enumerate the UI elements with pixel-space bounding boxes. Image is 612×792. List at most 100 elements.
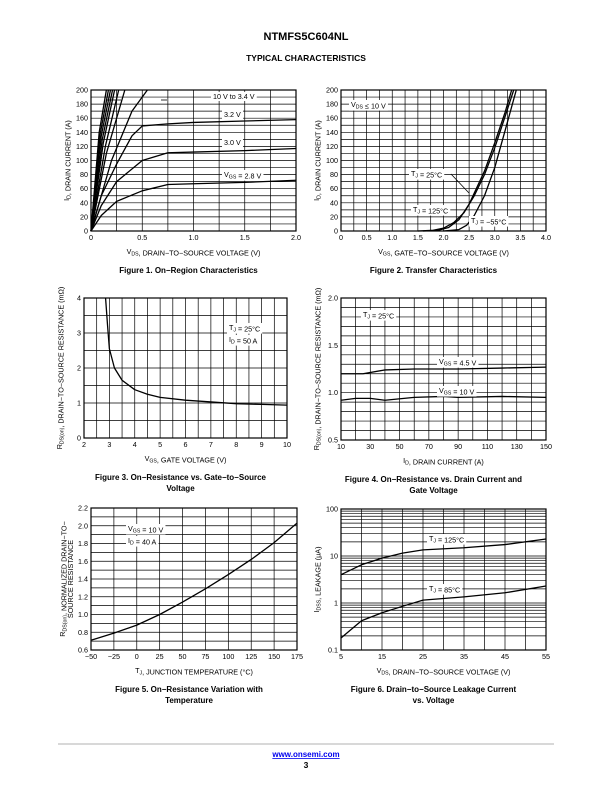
y-axis-label: RDS(on), NORMALIZED DRAIN−TO− (58, 521, 69, 636)
x-tick-label: 9 (260, 440, 264, 449)
figure-caption: Voltage (166, 484, 195, 493)
annotation-background (227, 335, 260, 346)
y-tick-label: 100 (326, 505, 338, 514)
plot-frame (340, 297, 547, 441)
y-tick-label: 0 (77, 434, 81, 443)
y-tick-label: 80 (80, 170, 88, 179)
x-tick-label: 130 (511, 442, 523, 451)
annotation-background (427, 534, 467, 545)
x-tick-label: 1.5 (413, 233, 423, 242)
y-tick-label: 100 (326, 156, 338, 165)
y-tick-label: 1.8 (78, 539, 88, 548)
figure-caption: Figure 2. Transfer Characteristics (370, 266, 498, 275)
series-line-1 (104, 297, 288, 406)
y-tick-label: 120 (76, 142, 88, 151)
y-tick-label: 20 (80, 212, 88, 221)
annotation-label: TJ = 25°C (363, 310, 394, 321)
chart-figure-2: 0 0.5 1.0 1.5 2.0 2.5 3.0 3.5 4.0 0 20 40 60 80 100 120… (312, 86, 551, 276)
x-axis-label: VGS, GATE VOLTAGE (V) (145, 454, 227, 465)
page-number: 3 (304, 760, 309, 770)
annotation-background (126, 524, 166, 535)
y-tick-label: 0.5 (328, 436, 338, 445)
y-tick-label: 180 (326, 100, 338, 109)
y-tick-label: 200 (76, 86, 88, 95)
x-tick-label: 50 (179, 652, 187, 661)
annotation-background (427, 584, 463, 595)
chart-figure-1: 0 0.5 1.0 1.5 2.0 0 20 40 60 80 100 120 140 160 180 200… (62, 86, 301, 276)
chart-figure-6: 5 15 25 35 45 55 0.1 1 10 100 VDS, DRAIN−TO−SOURCE… (312, 505, 550, 706)
annotation-label: TJ = 25°C (411, 169, 442, 180)
x-tick-label: 25 (419, 652, 427, 661)
y-axis-label: SOURCE RESISTANCE (66, 540, 75, 618)
y-tick-label: 120 (326, 142, 338, 151)
series-line-6 (90, 89, 120, 232)
x-tick-label: 2 (82, 440, 86, 449)
y-tick-label: 1 (77, 399, 81, 408)
y-tick-label: 2 (77, 364, 81, 373)
x-tick-label: 1.0 (387, 233, 397, 242)
x-tick-label: 10 (337, 442, 345, 451)
y-tick-label: 40 (330, 198, 338, 207)
y-tick-label: 0 (334, 227, 338, 236)
series-line-4 (90, 89, 148, 232)
x-tick-label: 1.5 (240, 233, 250, 242)
y-tick-label: 80 (330, 170, 338, 179)
x-tick-label: 30 (366, 442, 374, 451)
annotation-label: VGS = 10 V (439, 386, 474, 397)
y-tick-label: 2.0 (328, 294, 338, 303)
plot-frame (90, 507, 298, 651)
plot-frame (340, 508, 547, 651)
annotation-background (411, 205, 451, 216)
annotation-background (469, 216, 509, 227)
y-tick-label: 180 (76, 100, 88, 109)
chart-figure-5: −50 −25 0 25 50 75 100 125 150 175 0.6 0.8 1.0 1.2 1.4… (58, 504, 303, 706)
y-tick-label: 140 (76, 128, 88, 137)
annotation-label: TJ = 125°C (413, 205, 448, 216)
y-axis-label: ID, DRAIN CURRENT (A) (312, 120, 323, 201)
annotation-arrow (450, 173, 470, 194)
x-tick-label: 70 (425, 442, 433, 451)
y-tick-label: 0.8 (78, 628, 88, 637)
x-tick-label: 55 (542, 652, 550, 661)
x-tick-label: 15 (378, 652, 386, 661)
x-tick-label: 2.0 (439, 233, 449, 242)
y-tick-label: 2.0 (78, 521, 88, 530)
annotation-label: TJ = −55°C (471, 216, 506, 227)
x-tick-label: 5 (158, 440, 162, 449)
series-line-11 (90, 89, 108, 232)
plot-frame (83, 297, 288, 439)
series-line-2 (340, 585, 547, 639)
y-tick-label: 40 (80, 198, 88, 207)
x-axis-label: TJ, JUNCTION TEMPERATURE (°C) (135, 666, 253, 677)
x-tick-label: 100 (222, 652, 234, 661)
x-tick-label: 50 (396, 442, 404, 451)
y-tick-label: 0.1 (328, 646, 338, 655)
y-axis-label: RDS(on), DRAIN−TO−SOURCE RESISTANCE (mΩ) (55, 287, 66, 450)
x-tick-label: 0 (339, 233, 343, 242)
x-tick-label: 150 (540, 442, 552, 451)
x-tick-label: 5 (339, 652, 343, 661)
figure-caption: Figure 5. On−Resistance Variation with (115, 685, 263, 694)
figure-caption: Figure 6. Drain−to−Source Leakage Curren… (351, 685, 517, 694)
y-tick-label: 1.0 (78, 610, 88, 619)
x-tick-label: 8 (234, 440, 238, 449)
x-tick-label: 1.0 (189, 233, 199, 242)
y-tick-label: 10 (330, 552, 338, 561)
series-line-1 (90, 522, 298, 641)
y-tick-label: 1 (334, 599, 338, 608)
plot-frame (90, 89, 297, 232)
footer-link[interactable]: www.onsemi.com (271, 750, 339, 759)
y-tick-label: 20 (330, 212, 338, 221)
y-tick-label: 1.0 (328, 388, 338, 397)
y-axis-label: IDSS, LEAKAGE (μA) (312, 547, 323, 613)
x-tick-label: 6 (184, 440, 188, 449)
x-tick-label: 3.0 (490, 233, 500, 242)
x-tick-label: 75 (201, 652, 209, 661)
x-tick-label: 35 (460, 652, 468, 661)
x-tick-label: −50 (85, 652, 97, 661)
annotation-label: ID = 50 A (229, 335, 258, 346)
chart-figure-3: 2 3 4 5 6 7 8 9 10 0 1 2 3 4 VGS, GATE VOLTAGE (V) RDS(… (55, 287, 291, 493)
y-tick-label: 4 (77, 294, 81, 303)
y-axis-label: RDS(on), DRAIN−TO−SOURCE RESISTANCE (mΩ) (312, 288, 323, 451)
